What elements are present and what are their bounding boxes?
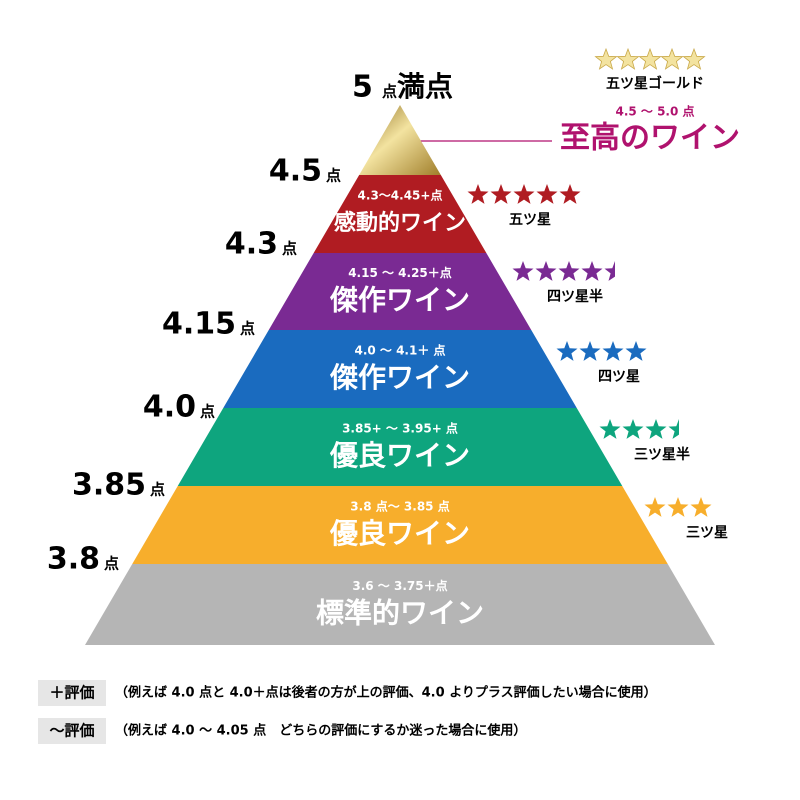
note-text: （例えば 4.0 ～ 4.05 点 どちらの評価にするか迷った場合に使用）: [115, 723, 526, 739]
tier-range: 3.6 ～ 3.75＋点: [352, 578, 447, 593]
star: [535, 261, 557, 281]
tier-name: 優良ワイン: [329, 517, 470, 550]
tier-range: 4.0 ～ 4.1＋ 点: [354, 343, 445, 358]
star: [513, 184, 535, 204]
star: [660, 47, 684, 70]
tier: [177, 408, 623, 486]
star: [667, 497, 689, 517]
star: [682, 47, 706, 70]
star: [579, 341, 601, 361]
score-unit: 点: [326, 167, 341, 185]
tier-range: 4.3～4.45+点: [358, 188, 443, 203]
star: [581, 261, 603, 281]
star: [602, 341, 624, 361]
tier-name: 優良ワイン: [329, 439, 470, 472]
tier: [313, 175, 487, 253]
score-value: 4.3: [225, 227, 278, 262]
top-unit: 点: [382, 83, 397, 101]
star: [645, 419, 667, 439]
note-tag: ＋評価: [49, 684, 94, 702]
score-unit: 点: [282, 240, 297, 258]
star: [668, 419, 679, 439]
tier-range: 4.15 ～ 4.25＋点: [348, 265, 452, 280]
star: [644, 497, 666, 517]
score-value: 3.85: [72, 468, 146, 503]
tier: [132, 486, 668, 564]
gold-range: 4.5 ～ 5.0 点: [615, 104, 694, 119]
tier: [223, 330, 577, 408]
top-label: 満点: [397, 70, 453, 103]
star: [638, 47, 662, 70]
star-label: 五ツ星: [509, 212, 551, 228]
top-score: 5: [352, 70, 373, 105]
star: [556, 341, 578, 361]
tier-name: 標準的ワイン: [316, 597, 484, 630]
star-label: 三ツ星半: [634, 446, 690, 463]
score-value: 4.0: [143, 390, 196, 425]
tier-name: 感動的ワイン: [334, 210, 466, 236]
star: [616, 47, 640, 70]
note-tag: ～評価: [49, 722, 94, 740]
note-tag-bg: [38, 718, 106, 744]
score-unit: 点: [200, 403, 215, 421]
tier-name: 傑作ワイン: [329, 361, 470, 394]
note-tag-bg: [38, 680, 106, 706]
star: [625, 341, 647, 361]
tier-name: 傑作ワイン: [329, 284, 470, 317]
star: [604, 261, 615, 281]
star: [536, 184, 558, 204]
score-value: 4.15: [162, 307, 236, 342]
star-label: 四ツ星: [598, 369, 640, 385]
note-text: （例えば 4.0 点と 4.0＋点は後者の方が上の評価、4.0 よりプラス評価し…: [115, 685, 657, 701]
star: [594, 47, 618, 70]
star: [599, 419, 621, 439]
gold-tier: [359, 105, 441, 175]
score-unit: 点: [150, 481, 165, 499]
tier-range: 3.8 点～ 3.85 点: [350, 499, 449, 514]
star: [490, 184, 512, 204]
star-label: 四ツ星半: [547, 288, 603, 305]
star-label: 三ツ星: [686, 525, 728, 541]
star: [512, 261, 534, 281]
star: [558, 261, 580, 281]
star: [559, 184, 581, 204]
gold-name: 至高のワイン: [560, 121, 740, 156]
tier: [268, 253, 532, 330]
star: [467, 184, 489, 204]
score-unit: 点: [104, 555, 119, 573]
gold-star-label: 五ツ星ゴールド: [606, 75, 704, 92]
score-value: 3.8: [47, 542, 100, 577]
star: [690, 497, 712, 517]
tier: [85, 564, 715, 645]
score-unit: 点: [240, 320, 255, 338]
star: [622, 419, 644, 439]
score-value: 4.5: [269, 154, 322, 189]
tier-range: 3.85+ ～ 3.95+ 点: [342, 421, 458, 436]
